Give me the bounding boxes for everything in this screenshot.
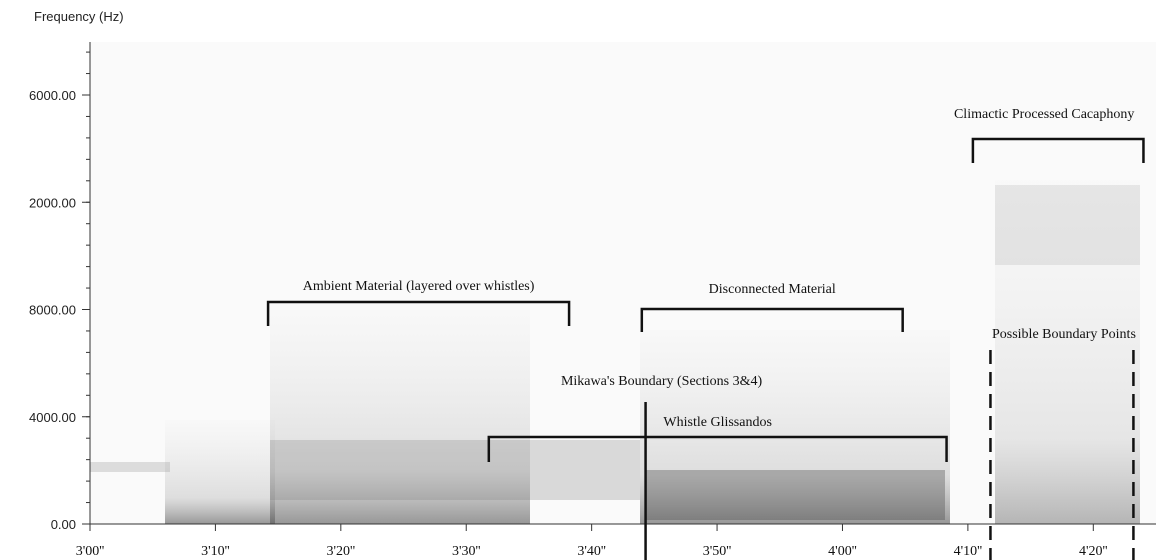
annotation-label: Whistle Glissandos xyxy=(663,415,772,430)
boundary-label: Possible Boundary Points xyxy=(992,327,1136,342)
x-tick-label: 3'00'' xyxy=(76,544,105,559)
x-tick-label: 3'40'' xyxy=(577,544,606,559)
annotation-label: Disconnected Material xyxy=(709,282,836,297)
y-tick-label: 0.00 xyxy=(51,517,76,532)
annotation-label: Climactic Processed Cacaphony xyxy=(954,107,1134,122)
y-tick-label: 2000.00 xyxy=(29,195,76,210)
bracket xyxy=(487,435,948,462)
x-tick-label: 3'10'' xyxy=(201,544,230,559)
boundary-label: Mikawa's Boundary (Sections 3&4) xyxy=(561,374,763,389)
y-tick-label: 6000.00 xyxy=(29,88,76,103)
bracket xyxy=(266,300,571,326)
y-tick-label: 4000.00 xyxy=(29,410,76,425)
x-tick-label: 4'00'' xyxy=(828,544,857,559)
x-tick-label: 4'10'' xyxy=(954,544,983,559)
minor-ticks xyxy=(86,51,90,525)
y-tick-label: 8000.00 xyxy=(29,303,76,318)
annotation-label: Ambient Material (layered over whistles) xyxy=(303,279,535,294)
spectrogram xyxy=(90,42,1156,524)
bracket xyxy=(971,137,1145,163)
x-tick-label: 3'30'' xyxy=(452,544,481,559)
x-tick-label: 3'20'' xyxy=(327,544,356,559)
x-tick-label: 3'50'' xyxy=(703,544,732,559)
y-axis-label: Frequency (Hz) xyxy=(34,9,124,24)
bracket xyxy=(640,307,904,332)
x-tick-label: 4'20'' xyxy=(1079,544,1108,559)
